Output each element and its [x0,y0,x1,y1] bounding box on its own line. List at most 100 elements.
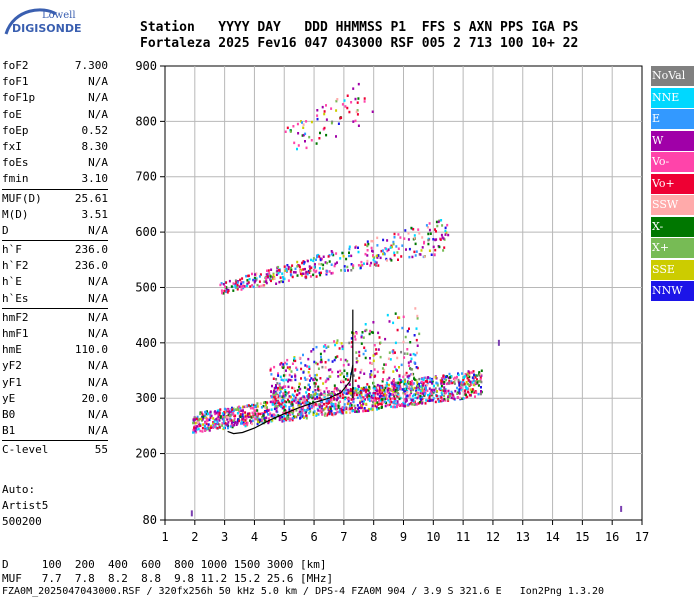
x-tick-label: 15 [575,530,589,544]
echo-point [218,419,221,422]
echo-point [348,254,350,258]
echo-point [258,275,261,278]
echo-point [351,331,354,334]
echo-point [282,363,285,366]
y-tick-label: 300 [135,391,157,405]
echo-point [354,387,357,390]
echo-point [281,415,284,419]
echo-point [382,371,385,374]
echo-point [302,268,305,271]
echo-point [306,400,309,404]
echo-point [333,384,336,387]
echo-point [431,379,434,383]
param-name: h`Es [2,291,29,305]
echo-point [223,407,226,411]
echo-point [255,272,258,275]
echo-point [305,271,308,274]
echo-point [296,265,299,268]
echo-point [296,398,299,401]
echo-point [264,407,267,410]
echo-point [282,399,285,402]
echo-point [480,380,483,384]
echo-point [302,260,305,263]
echo-point [288,405,291,409]
echo-point [464,389,467,392]
echo-point [301,121,303,124]
echo-point [285,409,288,413]
echo-point [437,398,440,401]
echo-point [441,398,444,401]
echo-point [396,356,399,360]
echo-point [451,381,454,385]
echo-point [415,366,418,369]
echo-point [281,395,284,398]
echo-point [339,410,342,413]
echo-point [393,397,396,400]
echo-point [419,398,422,401]
echo-point [335,394,338,397]
echo-point [392,242,395,246]
echo-point [327,358,330,362]
echo-point [370,261,373,265]
echo-point [395,245,398,248]
echo-point [411,403,414,406]
echo-point [331,360,334,363]
echo-point [196,425,199,428]
echo-point [201,418,204,421]
echo-point [269,275,272,278]
echo-point [326,270,329,273]
echo-point [344,358,347,362]
echo-point [298,382,301,385]
echo-point [370,396,373,399]
echo-point [364,356,367,360]
echo-point [252,278,255,282]
echo-point [271,395,273,399]
echo-point [394,351,396,354]
echo-point [389,392,392,396]
echo-point [334,393,336,396]
echo-point [355,393,358,397]
echo-point [275,282,278,285]
echo-point [395,381,397,385]
echo-point [325,379,328,382]
echo-point [473,383,476,387]
echo-point [429,380,432,384]
param-row: h`F2 236.0 [2,258,108,274]
echo-point [479,378,482,381]
echo-point [369,373,372,376]
echo-point [434,387,437,390]
echo-point [377,397,380,400]
echo-point [352,400,355,404]
echo-point [384,363,387,366]
y-tick-label: 600 [135,225,157,239]
echo-point [479,373,482,376]
echo-point [202,423,205,426]
echo-point [322,263,325,267]
echo-point [283,408,286,412]
echo-point [409,341,412,344]
echo-point [477,384,480,387]
echo-point [319,409,322,413]
echo-point [428,249,431,252]
echo-point [227,426,229,430]
echo-point [397,385,400,388]
echo-point [298,391,301,395]
echo-point [323,390,326,393]
echo-point [468,394,471,397]
echo-point [366,259,369,263]
echo-point [308,135,311,139]
echo-point [479,376,482,380]
echo-point [427,242,430,246]
echo-point [409,398,412,401]
echo-point [343,99,346,102]
echo-point [372,400,374,404]
echo-point [421,402,424,405]
echo-point [321,365,324,369]
echo-point [450,396,453,400]
echo-point [279,363,282,366]
echo-point [330,398,333,402]
echo-point [444,233,447,236]
echo-point [192,418,195,422]
echo-point [372,240,374,243]
echo-point [390,381,393,384]
